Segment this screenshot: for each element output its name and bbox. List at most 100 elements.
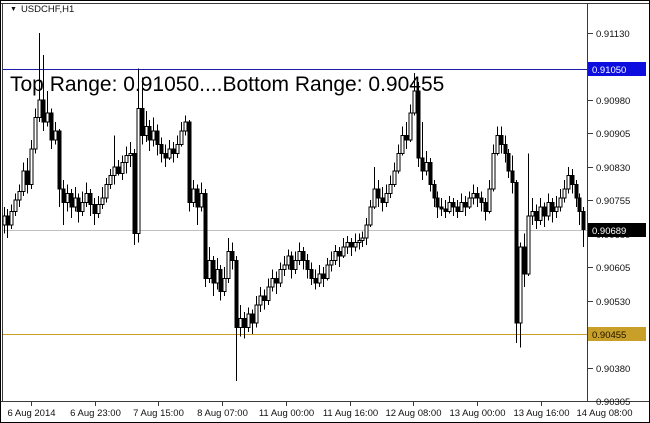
candle-down (577, 197, 582, 212)
candle-down (155, 130, 160, 145)
candle-up (124, 155, 129, 163)
price-tick-label: 0.90605 (596, 263, 630, 274)
candle-down (534, 210, 539, 221)
candle-up (372, 188, 377, 208)
candle-up (151, 130, 156, 141)
candle-up (518, 246, 523, 324)
time-axis[interactable]: 6 Aug 2014 6 Aug 23:00 7 Aug 15:00 8 Aug 07… (7, 402, 633, 419)
candle-down (289, 255, 294, 270)
candle-up (278, 268, 283, 284)
candle-up (554, 206, 559, 212)
candle-up (238, 317, 243, 328)
candle-up (65, 193, 70, 203)
candle-down (25, 170, 30, 186)
candle-down (61, 188, 66, 203)
candle-down (49, 112, 54, 141)
candle-up (266, 286, 271, 302)
candle-up (357, 239, 362, 244)
candle-down (337, 251, 342, 257)
candle-down (274, 277, 279, 284)
price-tick-label: 0.90980 (596, 96, 630, 107)
candle-up (471, 193, 476, 199)
candle-up (175, 143, 180, 154)
candle-up (199, 193, 204, 208)
candle-down (581, 210, 586, 231)
candle-up (384, 193, 389, 203)
dropdown-arrow-icon[interactable]: ▼ (10, 6, 17, 13)
candle-down (506, 152, 511, 172)
candle-up (120, 161, 125, 174)
candle-down (140, 108, 145, 137)
current-price-box-label: 0.90689 (592, 226, 626, 237)
price-axis[interactable]: 0.911300.910550.909800.909050.908300.907… (587, 29, 631, 408)
candle-up (530, 210, 535, 217)
candle-up (297, 251, 302, 261)
candle-down (203, 193, 208, 279)
candle-down (234, 259, 239, 328)
candle-up (293, 259, 298, 270)
candle-down (262, 295, 267, 302)
candle-down (416, 90, 421, 159)
candle-down (92, 204, 97, 215)
symbol-selector[interactable]: ▼ USDCHF,H1 (10, 4, 74, 15)
current-price-box[interactable]: 0.90689 (588, 223, 646, 237)
candle-up (17, 190, 22, 201)
candle-up (128, 152, 133, 157)
price-tick-label: 0.90530 (596, 297, 630, 308)
candle-down (305, 259, 310, 270)
candle-up (562, 188, 567, 199)
candle-down (380, 197, 385, 203)
candle-down (187, 121, 192, 203)
candle-up (222, 277, 227, 293)
candle-up (191, 188, 196, 203)
candle-up (360, 237, 365, 241)
candle-down (218, 268, 223, 293)
candle-up (325, 264, 330, 279)
candle-down (5, 215, 10, 226)
top-range-price-box-label: 0.91050 (592, 65, 626, 76)
bottom-range-price-box-bg (588, 327, 646, 341)
price-tick-label: 0.91130 (596, 29, 630, 40)
candle-up (526, 215, 531, 275)
candle-up (104, 184, 109, 199)
price-tick-label: 0.90830 (596, 163, 630, 174)
current-price-box-bg (588, 223, 646, 237)
candle-down (479, 197, 484, 203)
time-tick-label: 11 Aug 16:00 (323, 408, 378, 419)
candle-up (487, 188, 492, 212)
candle-up (317, 273, 322, 284)
price-tick-label: 0.90905 (596, 129, 630, 140)
candle-up (53, 130, 58, 141)
candle-up (341, 246, 346, 257)
candle-down (349, 242, 354, 248)
candle-up (467, 197, 472, 208)
time-tick-label: 13 Aug 16:00 (514, 408, 570, 419)
candle-down (570, 175, 575, 186)
candle-up (112, 166, 117, 177)
candle-down (116, 166, 121, 174)
candle-up (258, 295, 263, 306)
candle-down (499, 135, 504, 145)
candle-down (41, 99, 46, 123)
candle-up (183, 121, 188, 132)
candle-down (435, 197, 440, 208)
candle-up (246, 313, 251, 328)
candle-up (13, 199, 18, 212)
candle-down (550, 201, 555, 212)
candle-up (364, 224, 369, 239)
price-tick-label: 0.90305 (596, 397, 630, 408)
bottom-range-price-box[interactable]: 0.90455 (588, 327, 646, 341)
candle-up (388, 184, 393, 195)
candle-up (329, 259, 334, 266)
candle-down (514, 181, 519, 324)
candle-up (400, 135, 405, 154)
candle-up (282, 264, 287, 270)
candle-up (538, 206, 543, 221)
top-range-price-box[interactable]: 0.91050 (588, 62, 646, 76)
candle-up (9, 210, 14, 226)
candle-down (455, 206, 460, 212)
candle-down (522, 246, 527, 275)
candle-down (171, 148, 176, 154)
